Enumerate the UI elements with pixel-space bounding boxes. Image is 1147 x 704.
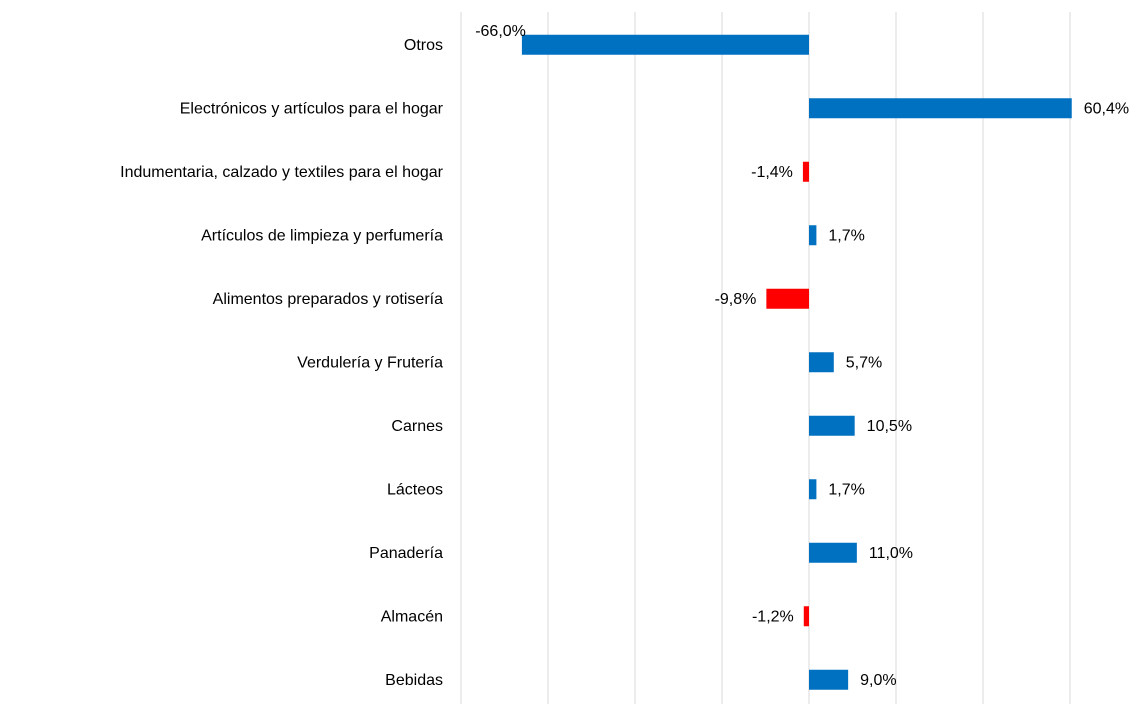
bar bbox=[809, 479, 817, 500]
y-tick-label: Electrónicos y artículos para el hogar bbox=[180, 100, 444, 117]
y-tick-label: Panadería bbox=[369, 545, 443, 562]
bar bbox=[809, 352, 834, 373]
value-label: 1,7% bbox=[828, 227, 864, 244]
bar bbox=[809, 542, 857, 563]
bar bbox=[802, 161, 809, 182]
y-tick-label: Indumentaria, calzado y textiles para el… bbox=[120, 164, 444, 181]
bar bbox=[766, 288, 809, 309]
value-label: 9,0% bbox=[860, 672, 896, 689]
value-label: 11,0% bbox=[869, 545, 913, 562]
bar bbox=[809, 415, 855, 436]
value-label: -66,0% bbox=[475, 23, 526, 40]
value-label: 10,5% bbox=[867, 418, 912, 435]
value-label: 1,7% bbox=[828, 481, 864, 498]
bar bbox=[809, 225, 817, 246]
y-tick-label: Alimentos preparados y rotisería bbox=[213, 291, 443, 308]
value-label: -1,2% bbox=[752, 608, 794, 625]
y-tick-label: Lácteos bbox=[387, 481, 443, 498]
y-tick-label: Bebidas bbox=[385, 672, 443, 689]
value-label: -9,8% bbox=[715, 291, 757, 308]
value-label: -1,4% bbox=[751, 164, 793, 181]
y-tick-label: Otros bbox=[404, 37, 443, 54]
value-label: 60,4% bbox=[1084, 100, 1129, 117]
bar bbox=[521, 34, 809, 55]
y-tick-label: Carnes bbox=[391, 418, 443, 435]
bar bbox=[803, 606, 809, 627]
y-tick-label: Artículos de limpieza y perfumería bbox=[201, 227, 443, 244]
bar bbox=[809, 98, 1072, 119]
bar bbox=[809, 669, 849, 690]
y-tick-label: Almacén bbox=[381, 608, 443, 625]
value-label: 5,7% bbox=[846, 354, 882, 371]
y-tick-label: Verdulería y Frutería bbox=[297, 354, 443, 371]
